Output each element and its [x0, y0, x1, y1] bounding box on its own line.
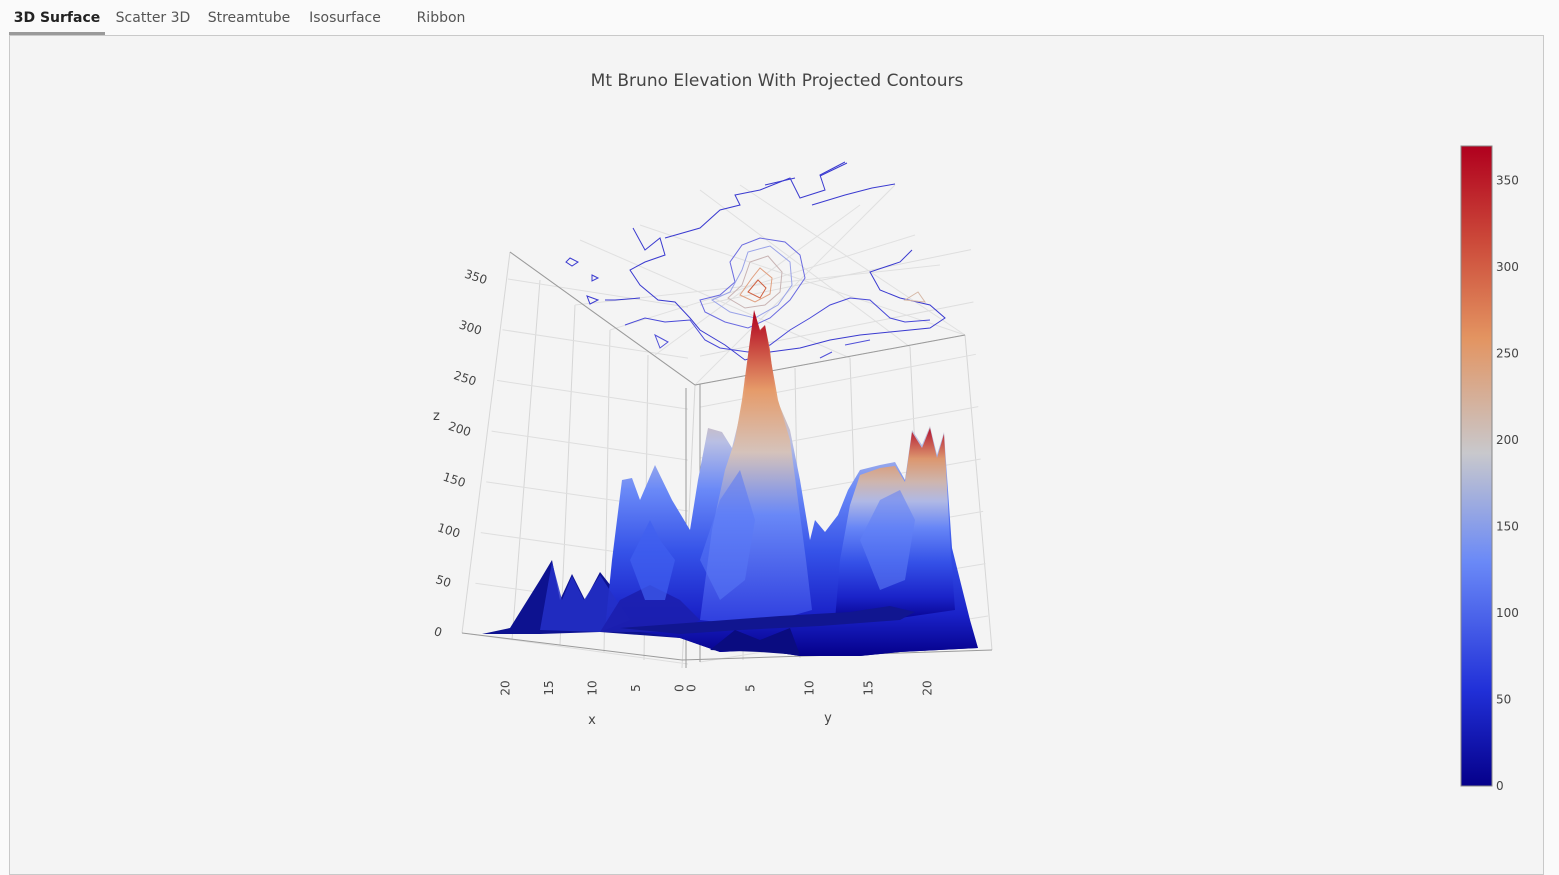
z-tick-label: 50 [434, 572, 453, 590]
z-tick-label: 0 [432, 624, 444, 640]
z-gridline [496, 379, 689, 410]
x-tick-label: 20 [499, 680, 513, 695]
colorbar-tick-label: 150 [1496, 520, 1519, 534]
z-tick-label: 200 [447, 419, 473, 439]
tab-streamtube[interactable]: Streamtube [207, 10, 291, 26]
y-tick-label: 20 [921, 680, 935, 695]
y-axis-label: y [824, 711, 832, 726]
z-gridline [469, 633, 689, 665]
z-tick-label: 350 [463, 267, 489, 287]
z-gridline [699, 249, 972, 306]
y-tick-label: 5 [744, 684, 758, 692]
colorbar-tick-label: 350 [1496, 174, 1519, 188]
colorbar-tick-label: 50 [1496, 693, 1511, 707]
surface-mesh [482, 310, 978, 656]
tab-bar: 3D Surface Scatter 3D Streamtube Isosurf… [0, 0, 1559, 36]
z-gridline [699, 353, 976, 408]
z-axis-label: z [433, 409, 440, 424]
y-axis-ticks: 0 5 10 15 20 [685, 680, 935, 695]
chart-title: Mt Bruno Elevation With Projected Contou… [591, 71, 964, 91]
x-tick-label: 0 [673, 684, 687, 692]
tab-isosurface[interactable]: Isosurface [309, 10, 381, 26]
y-tick-label: 15 [862, 680, 876, 695]
z-gridline [699, 301, 974, 357]
z-axis-ticks: 0 50 100 150 200 250 300 350 [432, 267, 489, 640]
z-gridline [502, 329, 689, 359]
x-axis-ticks: 0 5 10 15 20 [499, 680, 687, 695]
z-tick-label: 250 [452, 368, 478, 388]
projected-contours [565, 161, 946, 361]
z-tick-label: 150 [441, 470, 467, 490]
x-tick-label: 5 [629, 684, 643, 692]
x-axis-label: x [588, 713, 596, 728]
x-tick-label: 15 [542, 680, 556, 695]
y-tick-label: 0 [685, 684, 699, 692]
x-tick-label: 10 [586, 680, 600, 695]
colorbar-tick-label: 200 [1496, 433, 1519, 447]
z-tick-label: 100 [436, 520, 462, 540]
colorbar-tick-label: 100 [1496, 606, 1519, 620]
z-tick-label: 300 [457, 318, 483, 338]
tab-ribbon[interactable]: Ribbon [416, 10, 466, 26]
z-gridline [491, 430, 689, 461]
y-tick-label: 10 [803, 680, 817, 695]
colorbar-tick-label: 300 [1496, 260, 1519, 274]
z-gridline [507, 278, 689, 308]
tab-3d-surface[interactable]: 3D Surface [9, 0, 105, 35]
colorbar-tick-label: 250 [1496, 347, 1519, 361]
tab-scatter-3d[interactable]: Scatter 3D [115, 10, 191, 26]
colorbar-ticks: 0 50 100 150 200 250 300 350 [1496, 174, 1519, 793]
colorbar-tick-label: 0 [1496, 779, 1504, 793]
colorbar [1460, 145, 1493, 787]
